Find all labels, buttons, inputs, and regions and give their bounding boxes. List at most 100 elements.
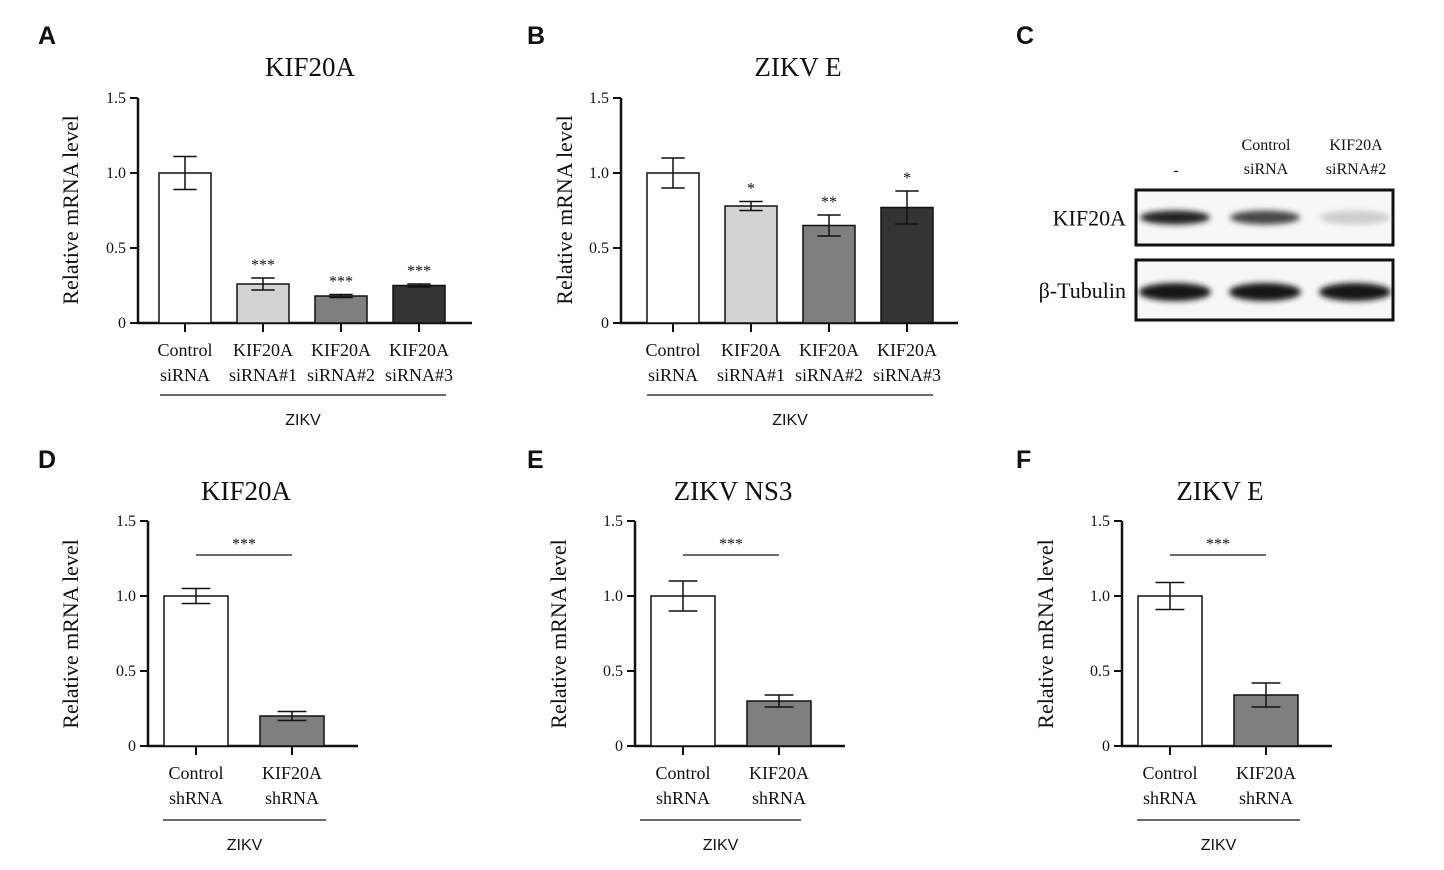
x-tick-label: KIF20A xyxy=(311,340,371,360)
lane-label: Control xyxy=(1242,137,1291,154)
panel-letter: C xyxy=(1016,22,1034,50)
panel-a: A KIF20A Relative mRNA level 0 0.5 1.0 1.5 Cont… xyxy=(38,22,472,429)
x-tick-label: siRNA#2 xyxy=(307,365,375,385)
y-tick-label: 0 xyxy=(118,315,126,332)
significance-label: * xyxy=(903,170,911,187)
significance-label: * xyxy=(747,181,755,198)
x-tick-label: siRNA#3 xyxy=(873,365,941,385)
y-tick-label: 1.0 xyxy=(589,165,609,182)
blot-row-label: KIF20A xyxy=(1053,206,1126,231)
lane-label: siRNA xyxy=(1244,161,1289,178)
y-tick-label: 1.0 xyxy=(106,165,126,182)
panel-letter: D xyxy=(38,446,56,474)
bar xyxy=(392,284,446,324)
y-tick-label: 0 xyxy=(601,315,609,332)
y-axis-label: Relative mRNA level xyxy=(58,539,83,728)
panel-letter: F xyxy=(1016,446,1031,474)
x-tick-label: Control xyxy=(645,340,700,360)
bar xyxy=(802,224,856,324)
panel-letter: B xyxy=(527,22,545,50)
group-label: ZIKV xyxy=(772,412,808,429)
y-tick-label: 0 xyxy=(615,738,623,755)
y-tick-label: 1.5 xyxy=(1090,513,1110,530)
bar xyxy=(314,295,368,324)
y-tick-label: 0.5 xyxy=(603,663,623,680)
x-tick-label: Control xyxy=(655,763,710,783)
panel-f: F ZIKV E Relative mRNA level 0 0.5 1.0 1.5 Cont… xyxy=(1016,446,1332,854)
chart-title: KIF20A xyxy=(265,52,356,82)
x-tick-label: siRNA#2 xyxy=(795,365,863,385)
chart-title: ZIKV E xyxy=(1176,476,1263,506)
x-tick-label: shRNA xyxy=(169,788,223,808)
y-tick-label: 1.0 xyxy=(603,588,623,605)
significance-label: *** xyxy=(251,257,275,274)
x-tick-label: shRNA xyxy=(265,788,319,808)
chart-title: ZIKV NS3 xyxy=(674,476,793,506)
blot-band xyxy=(1320,210,1390,225)
y-axis-label: Relative mRNA level xyxy=(546,539,571,728)
group-label: ZIKV xyxy=(1201,837,1237,854)
x-tick-label: siRNA xyxy=(160,365,210,385)
x-tick-label: siRNA xyxy=(648,365,698,385)
blot-row-label: β-Tubulin xyxy=(1039,278,1126,303)
y-tick-label: 0 xyxy=(128,738,136,755)
significance-label: *** xyxy=(719,536,743,553)
panel-letter: A xyxy=(38,22,56,50)
lane-label: - xyxy=(1173,162,1178,179)
y-axis-label: Relative mRNA level xyxy=(552,115,577,304)
panel-letter: E xyxy=(527,446,544,474)
bar xyxy=(1137,595,1203,747)
blot-band xyxy=(1230,210,1300,225)
bar xyxy=(746,700,812,747)
x-tick-label: KIF20A xyxy=(389,340,449,360)
x-tick-label: shRNA xyxy=(1239,788,1293,808)
y-tick-label: 1.5 xyxy=(589,90,609,107)
x-tick-label: siRNA#1 xyxy=(717,365,785,385)
panel-b: B ZIKV E Relative mRNA level 0 0.5 1.0 1.5 Cont… xyxy=(527,22,958,429)
panel-d: D KIF20A Relative mRNA level 0 0.5 1.0 1.5 Cont… xyxy=(38,446,358,854)
y-tick-label: 1.5 xyxy=(603,513,623,530)
lane-label: siRNA#2 xyxy=(1326,161,1386,178)
panel-c: C - Control siRNA KIF20A siRNA#2 KIF20A β-Tubul… xyxy=(1016,22,1395,322)
blot-band xyxy=(1140,210,1210,225)
significance-label: *** xyxy=(1206,536,1230,553)
x-tick-label: shRNA xyxy=(1143,788,1197,808)
x-tick-label: KIF20A xyxy=(877,340,937,360)
blot-band xyxy=(1319,283,1391,301)
significance-label: *** xyxy=(329,274,353,291)
bar xyxy=(724,205,778,324)
x-tick-label: Control xyxy=(1142,763,1197,783)
x-tick-label: KIF20A xyxy=(1236,763,1296,783)
y-tick-label: 0 xyxy=(1102,738,1110,755)
x-tick-label: KIF20A xyxy=(799,340,859,360)
y-tick-label: 1.0 xyxy=(116,588,136,605)
y-axis-label: Relative mRNA level xyxy=(58,115,83,304)
bar xyxy=(880,206,934,324)
y-tick-label: 0.5 xyxy=(106,240,126,257)
x-tick-label: Control xyxy=(157,340,212,360)
x-tick-label: KIF20A xyxy=(749,763,809,783)
lane-label: KIF20A xyxy=(1329,137,1383,154)
x-tick-label: KIF20A xyxy=(721,340,781,360)
x-tick-label: shRNA xyxy=(656,788,710,808)
blot-band xyxy=(1139,283,1211,301)
x-tick-label: KIF20A xyxy=(233,340,293,360)
significance-label: *** xyxy=(407,263,431,280)
group-label: ZIKV xyxy=(227,837,263,854)
x-tick-label: KIF20A xyxy=(262,763,322,783)
group-label: ZIKV xyxy=(285,412,321,429)
significance-label: *** xyxy=(232,536,256,553)
chart-title: ZIKV E xyxy=(754,52,841,82)
y-tick-label: 1.5 xyxy=(116,513,136,530)
x-tick-label: Control xyxy=(168,763,223,783)
bar xyxy=(650,595,716,747)
blot-band xyxy=(1229,283,1301,301)
group-label: ZIKV xyxy=(703,837,739,854)
bar xyxy=(646,172,700,324)
y-axis-label: Relative mRNA level xyxy=(1033,539,1058,728)
y-tick-label: 0.5 xyxy=(116,663,136,680)
x-tick-label: shRNA xyxy=(752,788,806,808)
y-tick-label: 0.5 xyxy=(589,240,609,257)
chart-title: KIF20A xyxy=(201,476,292,506)
bar xyxy=(158,172,212,324)
